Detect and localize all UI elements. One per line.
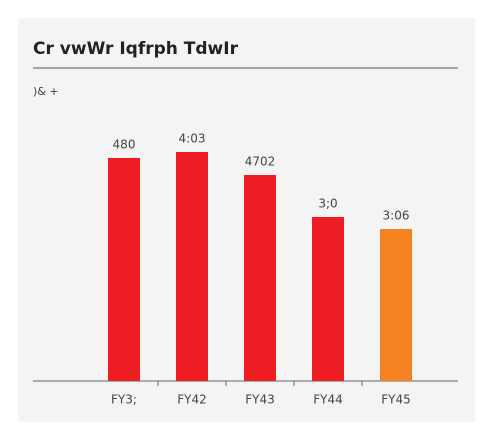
value-label: 480	[113, 138, 136, 152]
value-label: 4:03	[179, 132, 206, 146]
value-label: 4702	[245, 155, 276, 169]
x-tick-label: FY3;	[111, 393, 137, 407]
bar	[108, 158, 140, 381]
value-label: 3;0	[318, 197, 337, 211]
chart-subtitle: )& +	[33, 85, 59, 98]
bar	[244, 175, 276, 381]
bar	[312, 217, 344, 381]
bar	[176, 152, 208, 381]
value-label: 3:06	[383, 209, 410, 223]
x-tick-label: FY44	[313, 393, 343, 407]
x-tick-label: FY42	[177, 393, 207, 407]
x-tick-label: FY43	[245, 393, 275, 407]
bar	[380, 229, 412, 381]
x-tick-label: FY45	[381, 393, 411, 407]
chart-title: Cr vwWr Iqfrph TdwIr	[33, 39, 239, 59]
